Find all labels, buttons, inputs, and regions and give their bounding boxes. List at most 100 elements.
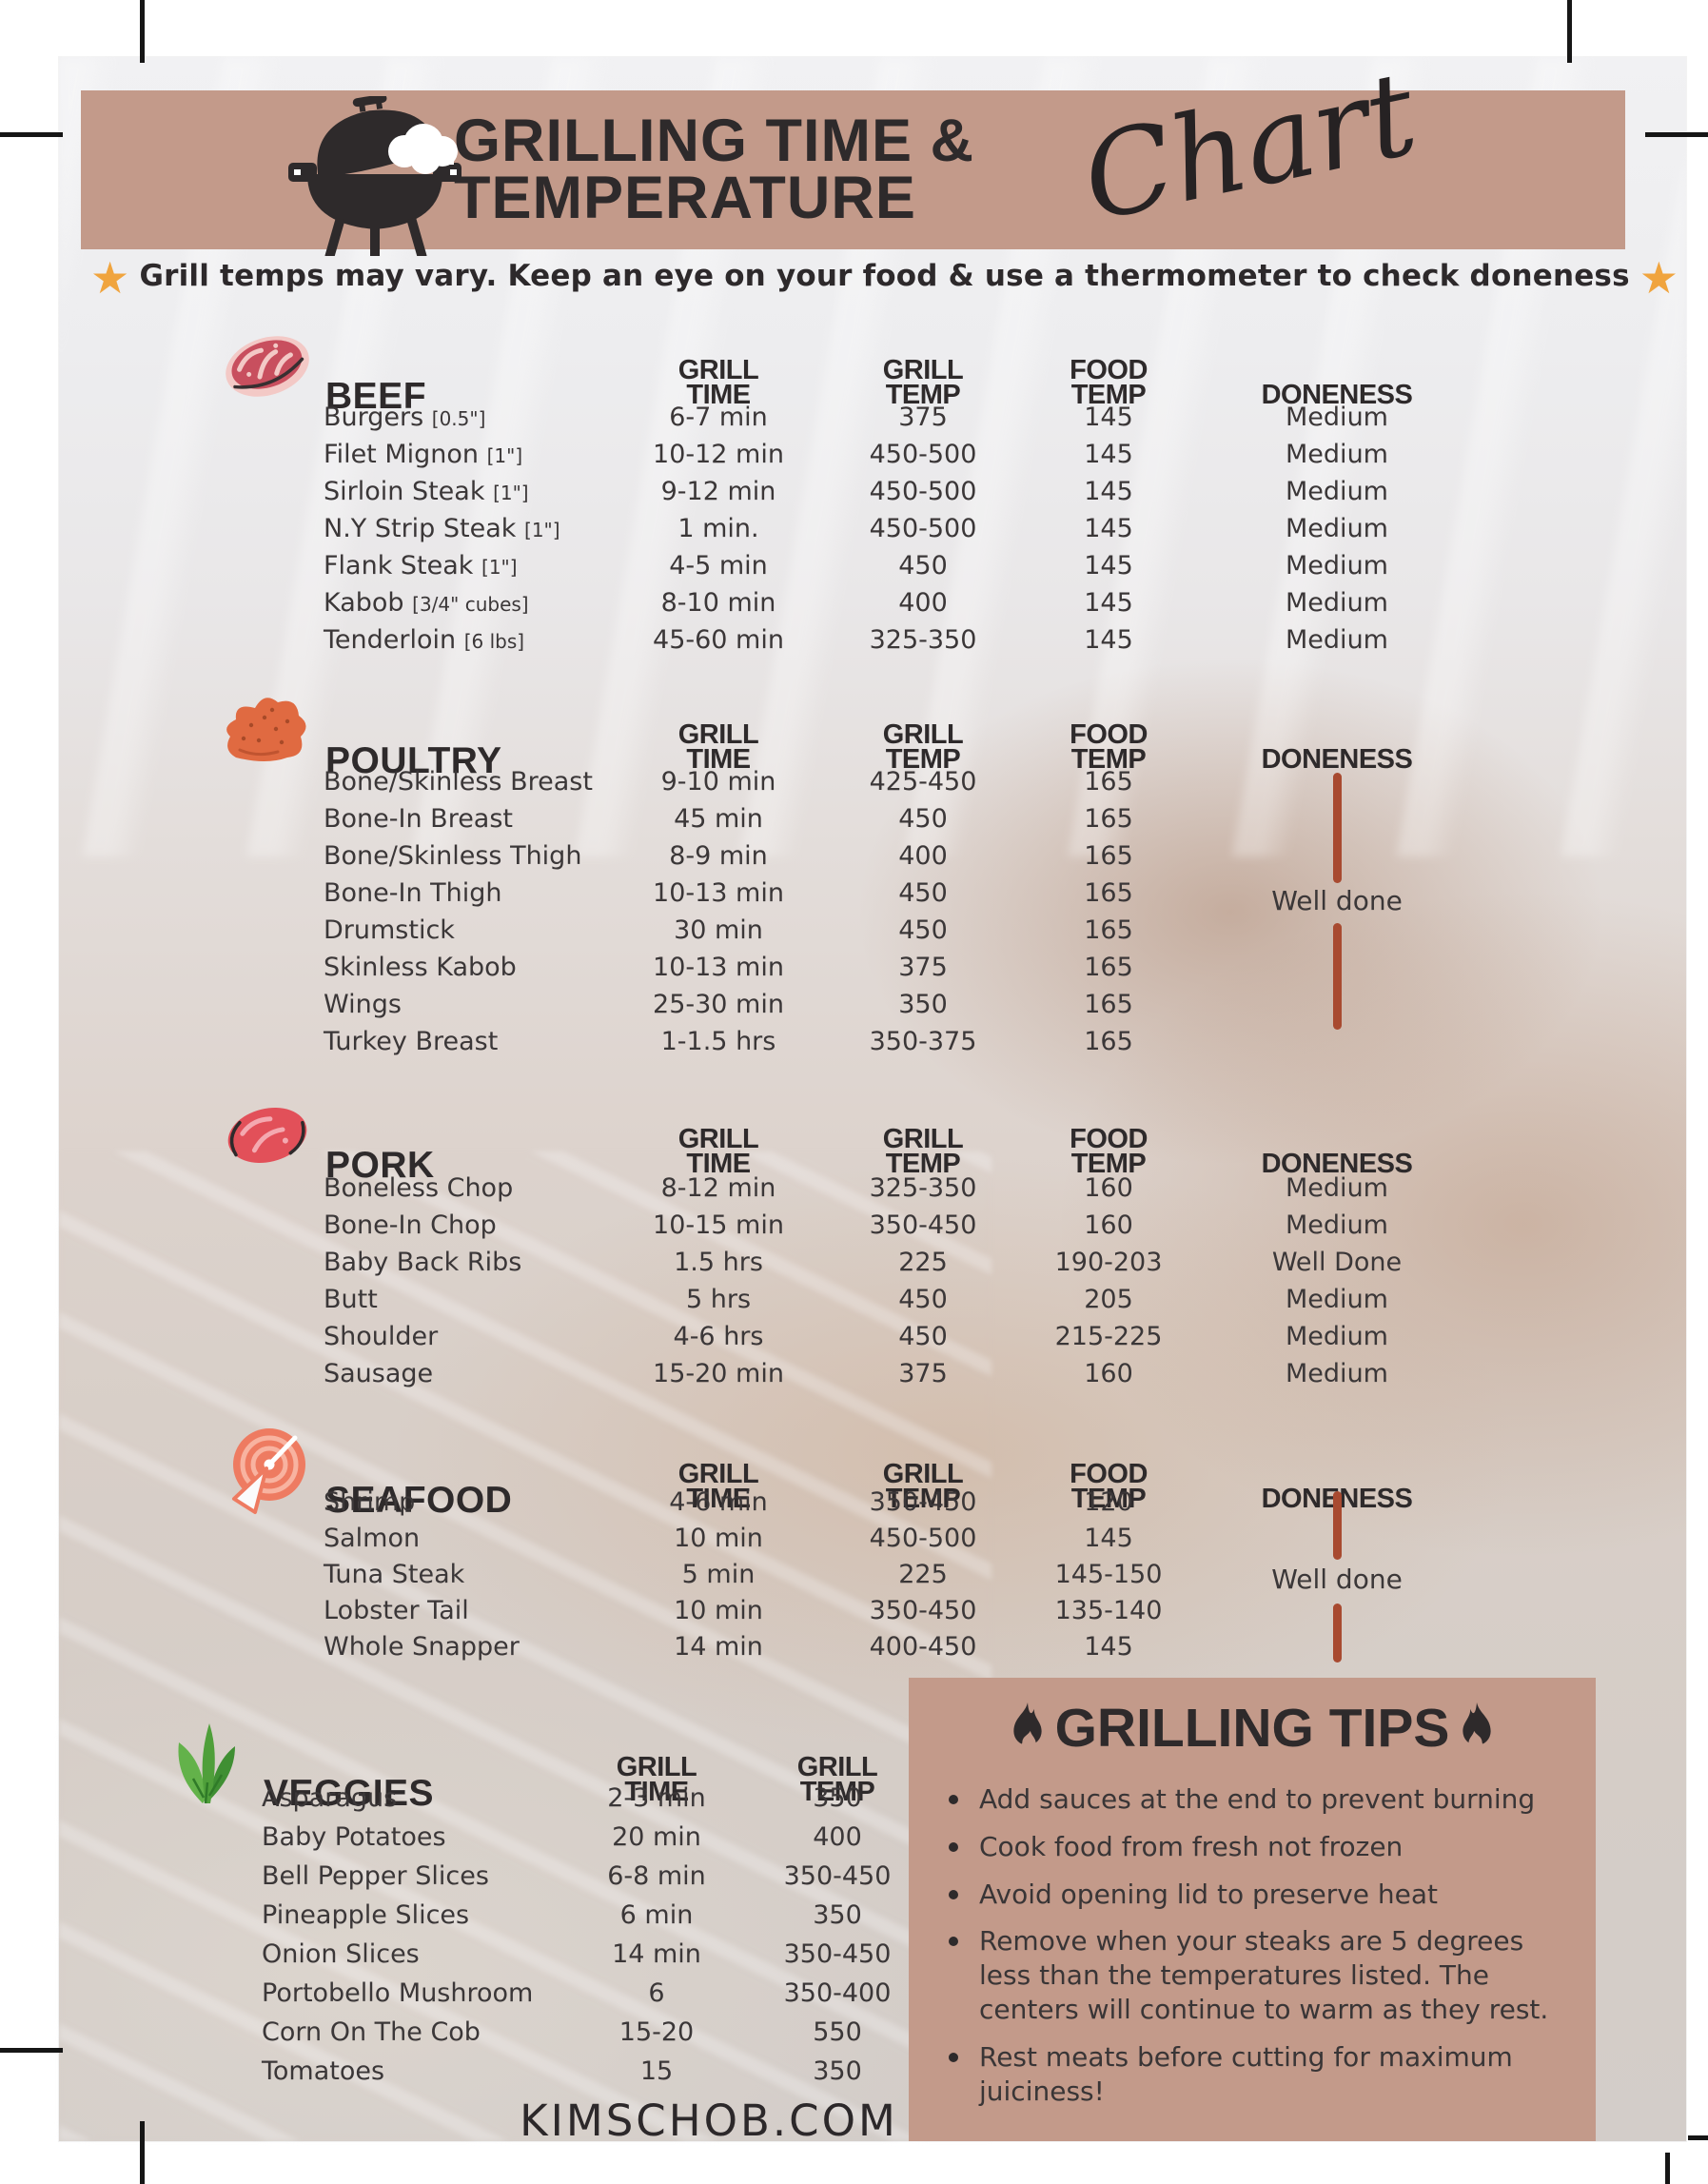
value-cell: 8-12 min [660, 1173, 776, 1203]
table-row: Burgers [0.5"] 6-7 min 375 145 Medium [219, 399, 1484, 436]
column-header: GRILL TIME [677, 354, 759, 411]
value-cell: 400-450 [869, 1631, 977, 1662]
value-cell: 120 [1084, 1486, 1133, 1517]
value-cell: 350 [813, 1900, 862, 1930]
value-cell: 8-9 min [669, 841, 768, 871]
table-row: Filet Mignon [1"] 10-12 min 450-500 145 Medi… [219, 436, 1484, 473]
value-cell: 165 [1084, 878, 1133, 908]
value-cell: 145 [1084, 403, 1133, 432]
value-cell: 2-3 min [607, 1783, 706, 1813]
section-pork: PORK GRILL TIME GRILL TEMP FOOD TEMP DONENESS Bo… [219, 1088, 1484, 1392]
value-cell: 350 [898, 990, 948, 1019]
item-label: Drumstick [324, 915, 455, 945]
item-label: Onion Slices [262, 1939, 420, 1969]
page-title: GRILLING TIME & TEMPERATURE [454, 111, 974, 228]
table-row: Pineapple Slices 6 min 350 [157, 1896, 1423, 1935]
grill-grate-overlay [59, 1151, 991, 2141]
value-cell: 350 [813, 2056, 862, 2086]
crop-mark [1688, 2135, 1708, 2140]
steak-icon [219, 319, 316, 414]
column-header: DONENESS [1261, 380, 1413, 411]
tip-item: Remove when your steaks are 5 degrees le… [937, 1924, 1567, 2026]
value-cell: 14 min [612, 1939, 701, 1969]
value-cell: 10-15 min [653, 1210, 784, 1240]
value-cell: 550 [813, 2017, 862, 2047]
value-cell: 450 [898, 915, 948, 945]
value-cell: 6-8 min [607, 1861, 706, 1891]
value-cell: Medium [1286, 1322, 1388, 1351]
table-row: Whole Snapper 14 min 400-450 145 [219, 1628, 1484, 1664]
value-cell: 450 [898, 1285, 948, 1314]
column-header: GRILL TIME [677, 1123, 759, 1180]
tip-item: Avoid opening lid to preserve heat [937, 1878, 1567, 1912]
column-header: FOOD TEMP [1070, 354, 1148, 411]
value-cell: 325-350 [869, 625, 977, 655]
value-cell: 215-225 [1054, 1322, 1163, 1351]
table-row: Turkey Breast 1-1.5 hrs 350-375 165 [219, 1023, 1484, 1060]
table-row: Flank Steak [1"] 4-5 min 450 145 Medium [219, 547, 1484, 584]
grill-icon [283, 93, 469, 259]
value-cell: 165 [1084, 953, 1133, 982]
table-row: Shrimp 4-6 min 350-450 120 [219, 1484, 1484, 1520]
grilling-tips-panel: GRILLING TIPS Add sauces at the end to p… [909, 1678, 1596, 2141]
value-cell: 4-6 min [669, 1486, 768, 1517]
value-cell: 350-400 [783, 1978, 892, 2008]
value-cell: 165 [1084, 1027, 1133, 1056]
column-header: GRILL TEMP [882, 354, 964, 411]
item-label: Salmon [324, 1523, 421, 1553]
column-header: GRILL TIME [677, 1458, 759, 1515]
value-cell: 4-5 min [669, 551, 768, 580]
value-cell [1199, 912, 1475, 949]
item-label: Tomatoes [262, 2056, 385, 2086]
item-label: Whole Snapper [324, 1631, 520, 1662]
value-cell: 14 min [674, 1631, 763, 1662]
value-cell: 1-1.5 hrs [660, 1027, 776, 1056]
pork-icon [219, 1088, 316, 1183]
value-cell: 350-450 [783, 1939, 892, 1969]
section-beef: BEEF GRILL TIME GRILL TEMP FOOD TEMP DONENESS Bu… [219, 319, 1484, 659]
tip-item: Rest meats before cutting for maximum ju… [937, 2040, 1567, 2109]
value-cell: 350-450 [869, 1486, 977, 1517]
crop-mark [0, 132, 63, 137]
poultry-icon [219, 683, 316, 778]
item-note: [1"] [481, 556, 518, 579]
item-note: [6 lbs] [463, 630, 525, 653]
table-row: Boneless Chop 8-12 min 325-350 160 Medium [219, 1170, 1484, 1207]
item-note: [1"] [486, 444, 523, 467]
crop-mark [1645, 132, 1708, 137]
value-cell: 10 min [674, 1523, 763, 1553]
item-label: Pineapple Slices [262, 1900, 470, 1930]
table-row: Salmon 10 min 450-500 145 [219, 1520, 1484, 1556]
table-row: Drumstick 30 min 450 165 [219, 912, 1484, 949]
item-label: N.Y Strip Steak [1"] [324, 514, 560, 543]
value-cell: 45-60 min [653, 625, 784, 655]
value-cell: 15-20 min [653, 1359, 784, 1388]
table-row: Bone/Skinless Breast 9-10 min 425-450 165 [219, 763, 1484, 800]
value-cell: 15-20 [618, 2017, 695, 2047]
item-label: Burgers [0.5"] [324, 403, 486, 432]
value-cell: 165 [1084, 990, 1133, 1019]
item-note: [3/4" cubes] [412, 593, 529, 616]
section-poultry: POULTRY GRILL TIME GRILL TEMP FOOD TEMP DONENES… [219, 683, 1484, 1060]
section-title-pork: PORK [325, 1145, 435, 1186]
item-label: Bone/Skinless Thigh [324, 841, 582, 871]
crop-mark [1567, 0, 1572, 63]
column-header: DONENESS [1261, 1149, 1413, 1180]
item-label: Sirloin Steak [1"] [324, 477, 529, 506]
value-cell: 1.5 hrs [674, 1248, 763, 1277]
value-cell: 145 [1084, 514, 1133, 543]
item-note: [1"] [524, 519, 560, 541]
value-cell [1199, 1520, 1475, 1556]
item-label: Bone-In Thigh [324, 878, 502, 908]
value-cell: 165 [1084, 804, 1133, 834]
crop-mark [1665, 2153, 1670, 2184]
table-row: Bone/Skinless Thigh 8-9 min 400 165 [219, 837, 1484, 875]
item-label: Tenderloin [6 lbs] [324, 625, 525, 655]
tip-item: Add sauces at the end to prevent burning [937, 1782, 1567, 1817]
value-cell: 10 min [674, 1595, 763, 1625]
value-cell: 145 [1084, 1631, 1133, 1662]
value-cell: 450-500 [869, 440, 977, 469]
value-cell: 145 [1084, 1523, 1133, 1553]
value-cell [1199, 1023, 1475, 1060]
value-cell: 135-140 [1054, 1595, 1163, 1625]
